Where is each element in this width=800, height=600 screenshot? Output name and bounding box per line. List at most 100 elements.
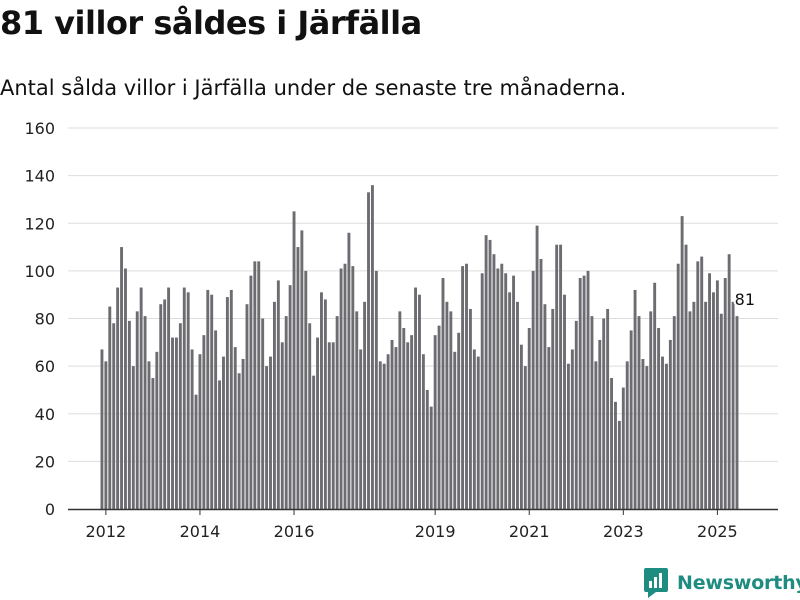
bar <box>390 339 394 509</box>
bar <box>245 304 249 509</box>
bar <box>363 301 367 509</box>
bar <box>598 339 602 509</box>
y-tick-label: 100 <box>24 262 55 281</box>
bar <box>555 244 559 509</box>
bar <box>570 349 574 509</box>
bar <box>178 323 182 509</box>
bar <box>668 339 672 509</box>
bar <box>159 304 163 509</box>
bar <box>355 311 359 509</box>
bar <box>645 366 649 510</box>
y-tick-label: 140 <box>24 167 55 186</box>
bar <box>343 263 347 509</box>
bar <box>531 270 535 510</box>
bar <box>280 342 284 509</box>
axes: 0 20 40 60 80 100 120 140 160 81 2012 2014 2016 2019 2… <box>24 119 778 541</box>
bar <box>167 287 171 509</box>
bar <box>559 244 563 509</box>
bar <box>566 363 570 509</box>
bar <box>155 351 159 509</box>
bar <box>461 266 465 509</box>
bar <box>633 289 637 509</box>
bar <box>468 308 472 509</box>
bar <box>476 356 480 509</box>
bar <box>269 356 272 509</box>
bar <box>429 406 433 509</box>
bar <box>237 373 241 509</box>
bar <box>127 320 131 509</box>
bar <box>661 356 664 509</box>
bar <box>131 366 135 510</box>
bar <box>202 335 206 509</box>
bar <box>339 268 343 509</box>
bar <box>700 256 704 509</box>
bar <box>692 301 696 509</box>
bar <box>614 401 617 509</box>
bar <box>480 273 484 509</box>
bar <box>335 316 339 509</box>
bar <box>370 185 374 509</box>
y-tick-label: 60 <box>35 357 55 376</box>
bar <box>437 325 441 509</box>
bar <box>731 301 735 509</box>
bar <box>684 244 688 509</box>
bar <box>151 378 155 509</box>
bar <box>194 394 198 509</box>
bar <box>606 308 610 509</box>
bar <box>590 316 594 509</box>
bar <box>488 239 492 510</box>
bar <box>594 361 598 509</box>
bar <box>484 235 488 509</box>
bar <box>410 335 414 509</box>
bar <box>190 349 194 509</box>
bar <box>519 344 523 509</box>
bar <box>527 328 531 509</box>
chart-subtitle: Antal sålda villor i Järfälla under de s… <box>0 76 627 100</box>
bar <box>147 361 151 509</box>
bar <box>704 301 708 509</box>
bar <box>198 354 202 509</box>
bar <box>496 268 500 509</box>
bar <box>351 266 355 509</box>
bar <box>347 232 351 509</box>
bar <box>229 289 233 509</box>
bar <box>327 342 331 509</box>
bar <box>116 287 120 509</box>
bar <box>323 299 327 509</box>
bar <box>457 332 461 509</box>
bar <box>712 292 715 509</box>
bar <box>414 287 417 509</box>
bar <box>100 349 104 509</box>
bar <box>174 337 178 509</box>
bar <box>300 230 304 509</box>
bar <box>535 225 539 509</box>
bar <box>641 358 645 509</box>
bar <box>563 294 566 509</box>
bar <box>120 247 123 509</box>
bar <box>265 366 269 510</box>
bar <box>206 289 210 509</box>
bar <box>222 356 225 509</box>
bar <box>512 275 515 509</box>
bar <box>719 313 723 509</box>
bar <box>394 347 398 509</box>
bar <box>163 299 167 509</box>
newsworthy-brand[interactable]: Newsworthy <box>644 568 800 598</box>
bar <box>139 287 143 509</box>
bar <box>171 337 174 509</box>
bar <box>261 318 265 509</box>
bar <box>708 273 711 509</box>
bar <box>182 287 186 509</box>
highlight-value-label: 81 <box>735 290 755 309</box>
bar <box>288 285 292 509</box>
bar <box>504 273 508 509</box>
bar <box>433 335 437 509</box>
bar <box>551 308 555 509</box>
y-tick-label: 0 <box>45 500 55 519</box>
bar <box>610 378 613 509</box>
y-tick-label: 20 <box>35 452 55 471</box>
bar <box>406 342 410 509</box>
bar <box>441 278 445 509</box>
bar <box>602 318 606 509</box>
bar <box>214 330 218 509</box>
